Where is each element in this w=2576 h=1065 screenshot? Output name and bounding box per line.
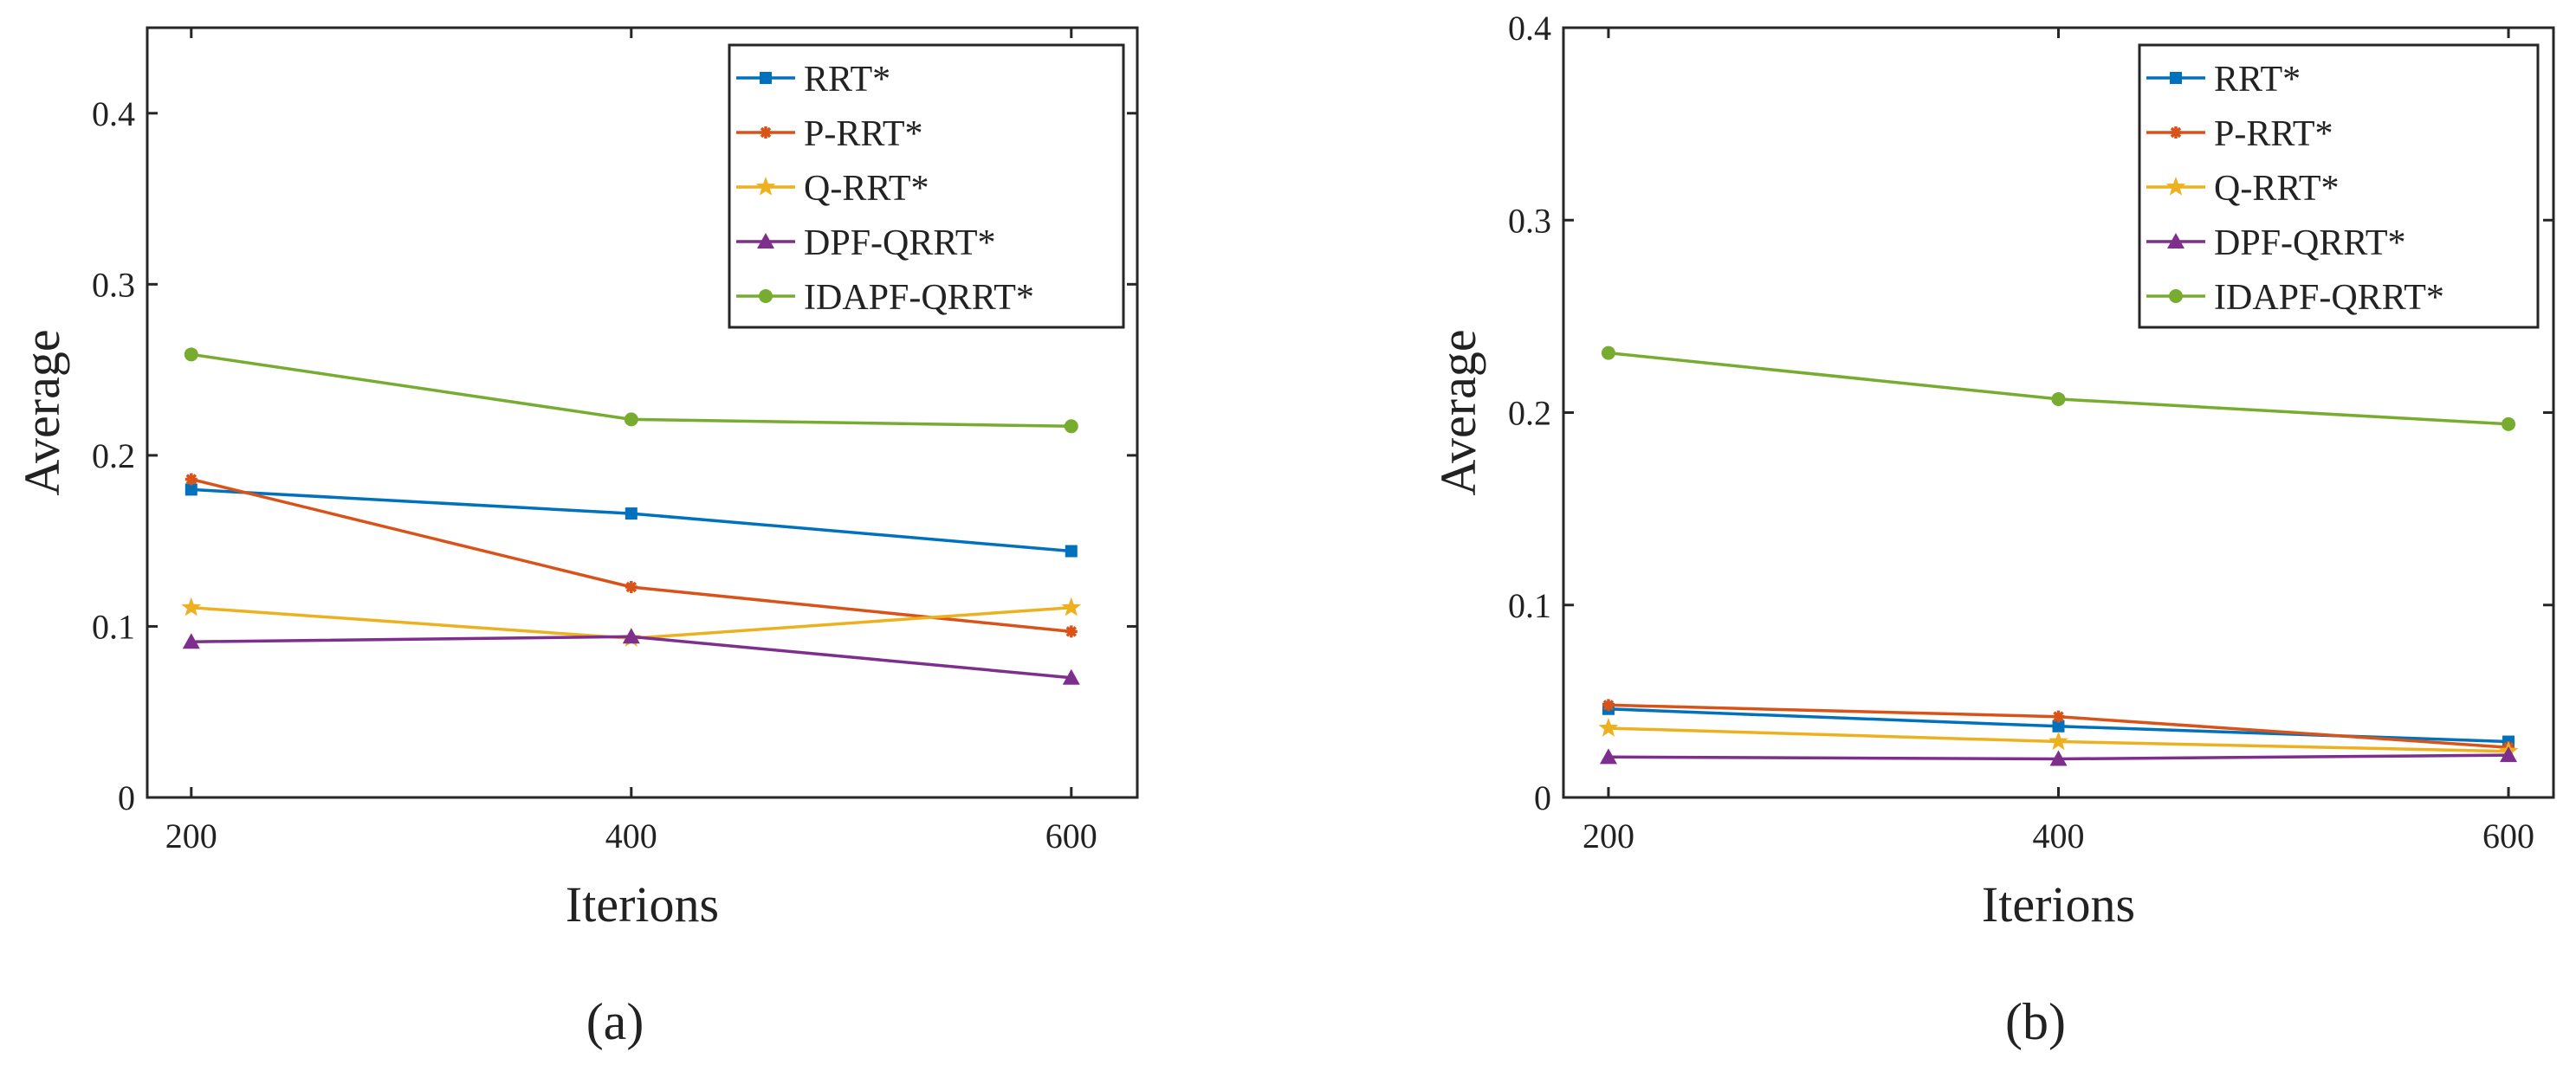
plot-area-frame	[146, 26, 1139, 799]
legend-box	[2138, 43, 2540, 329]
data-point-idapf-qrrt-star	[184, 347, 198, 362]
x-tick-label: 200	[1582, 816, 1634, 855]
series-idapf-qrrt-star	[184, 347, 1078, 434]
data-point-idapf-qrrt-star	[1064, 419, 1078, 434]
y-tick-label: 0.1	[92, 607, 135, 646]
legend-marker	[757, 233, 774, 248]
subfigure-label-a: (a)	[586, 993, 644, 1050]
data-point-rrt-star	[2052, 720, 2065, 733]
y-tick-label: 0	[1534, 778, 1551, 817]
series-rrt-star	[184, 483, 1078, 558]
data-point-rrt-star	[625, 507, 638, 520]
legend-label: Q-RRT*	[2214, 169, 2339, 209]
x-tick-label: 400	[2033, 816, 2085, 855]
legend-label: RRT*	[804, 60, 890, 100]
data-point-p-rrt-star	[2052, 710, 2065, 723]
legend-label: Q-RRT*	[804, 169, 929, 209]
y-axis-label: Average	[1430, 329, 1486, 495]
y-tick-label: 0.3	[1508, 201, 1551, 240]
y-tick-label: 0.2	[92, 436, 135, 475]
legend-item-rrt-star: RRT*	[736, 60, 890, 100]
legend-label: IDAPF-QRRT*	[2214, 278, 2444, 318]
data-point-idapf-qrrt-star	[1601, 345, 1615, 360]
x-tick-label: 600	[1045, 816, 1097, 855]
legend-item-p-rrt-star: P-RRT*	[736, 114, 923, 154]
legend-marker	[755, 177, 776, 196]
data-point-dpf-qrrt-star	[1062, 668, 1080, 685]
data-point-idapf-qrrt-star	[624, 412, 638, 427]
data-point-q-rrt-star	[2049, 731, 2068, 751]
series-dpf-qrrt-star	[1599, 746, 2518, 766]
data-point-dpf-qrrt-star	[1599, 748, 1617, 765]
series-idapf-qrrt-star	[1601, 345, 2516, 431]
data-point-q-rrt-star	[1061, 597, 1082, 616]
legend-item-q-rrt-star: Q-RRT*	[2146, 169, 2339, 209]
chart-panel-b: 0 0.1 0.2 0.3 0.4 200 400 600 Iterions Average RRT…	[1430, 9, 2555, 933]
legend-marker	[2169, 289, 2183, 303]
data-point-idapf-qrrt-star	[2051, 391, 2066, 406]
series-line-p-rrt-star	[191, 477, 1071, 634]
data-point-idapf-qrrt-star	[2502, 416, 2516, 431]
y-tick-label: 0.2	[1508, 394, 1551, 433]
y-tick-label: 0.1	[1508, 586, 1551, 625]
legend-marker	[759, 289, 773, 303]
data-point-dpf-qrrt-star	[2500, 746, 2518, 763]
series-dpf-qrrt-star	[182, 628, 1080, 685]
legend-label: IDAPF-QRRT*	[804, 278, 1034, 318]
legend-item-dpf-qrrt-star: DPF-QRRT*	[2146, 223, 2406, 263]
legend-label: DPF-QRRT*	[804, 223, 996, 263]
y-axis-label: Average	[14, 329, 70, 495]
y-tick-label: 0.4	[1508, 9, 1551, 48]
data-point-p-rrt-star	[625, 581, 638, 594]
data-point-p-rrt-star	[184, 473, 197, 486]
legend-marker	[760, 72, 772, 84]
subfigure-label-b: (b)	[2005, 993, 2066, 1050]
legend: RRT* P-RRT* Q-RRT* DPF-QRRT* IDAPF-QRRT*	[2138, 43, 2540, 329]
chart-panel-a: 0 0.1 0.2 0.3 0.4 200 400 600 Iterions Average RRT…	[14, 26, 1139, 933]
legend-item-dpf-qrrt-star: DPF-QRRT*	[736, 223, 996, 263]
data-point-rrt-star	[184, 483, 197, 496]
legend-item-idapf-qrrt-star: IDAPF-QRRT*	[736, 278, 1034, 318]
data-point-p-rrt-star	[1602, 699, 1615, 712]
data-point-q-rrt-star	[181, 597, 202, 616]
x-tick-label: 200	[165, 816, 217, 855]
legend-item-idapf-qrrt-star: IDAPF-QRRT*	[2146, 278, 2444, 318]
legend-label: DPF-QRRT*	[2214, 223, 2406, 263]
legend-item-q-rrt-star: Q-RRT*	[736, 169, 929, 209]
data-point-p-rrt-star	[1065, 625, 1078, 638]
y-tick-label: 0.3	[92, 265, 135, 304]
legend: RRT* P-RRT* Q-RRT* DPF-QRRT* IDAPF-QRRT*	[728, 43, 1125, 329]
y-tick-label: 0.4	[92, 94, 135, 133]
legend-marker	[2167, 233, 2184, 248]
data-point-rrt-star	[1065, 545, 1078, 558]
x-tick-label: 400	[605, 816, 657, 855]
legend-marker	[760, 126, 772, 139]
data-point-q-rrt-star	[1598, 718, 1619, 737]
y-tick-label: 0	[118, 778, 135, 817]
legend-label: P-RRT*	[804, 114, 923, 154]
x-axis-label: Iterions	[1982, 876, 2135, 933]
legend-marker	[2170, 126, 2182, 139]
legend-item-rrt-star: RRT*	[2146, 60, 2301, 100]
legend-label: P-RRT*	[2214, 114, 2333, 154]
legend-marker	[2165, 177, 2186, 196]
series-line-rrt-star	[191, 487, 1071, 553]
legend-marker	[2170, 72, 2182, 84]
legend-item-p-rrt-star: P-RRT*	[2146, 114, 2333, 154]
x-tick-label: 600	[2482, 816, 2534, 855]
legend-label: RRT*	[2214, 60, 2301, 100]
data-point-dpf-qrrt-star	[182, 633, 200, 649]
series-line-idapf-qrrt-star	[1608, 351, 2509, 426]
data-point-dpf-qrrt-star	[2049, 750, 2068, 766]
x-axis-label: Iterions	[566, 876, 719, 933]
data-point-dpf-qrrt-star	[622, 628, 640, 644]
